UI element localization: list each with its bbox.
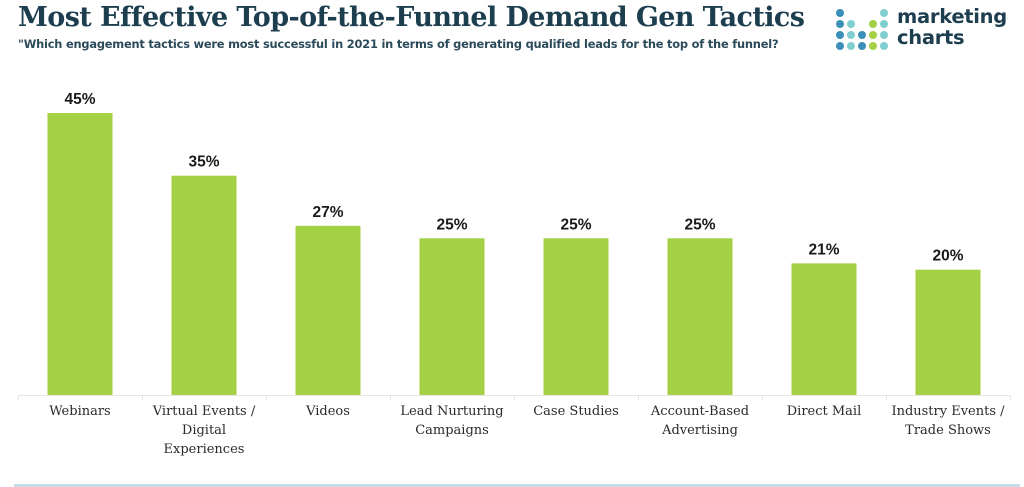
chart-subtitle: "Which engagement tactics were most succ… [18,37,779,51]
x-tick-label: Videos [305,404,350,419]
x-tick-label: Direct Mail [787,404,862,419]
logo-dot [836,42,844,50]
dot-grid-logo-icon [836,9,888,50]
logo-dot [880,20,888,28]
x-tick-label: Industry Events / Trade Shows [891,404,1005,438]
data-label: 45% [64,91,95,108]
logo-dot [836,20,844,28]
logo-dot [858,42,866,50]
chart-title: Most Effective Top-of-the-Funnel Demand … [18,2,805,33]
marketing-charts-logo: marketing charts [835,6,1015,55]
x-tick-label: Lead Nurturing Campaigns [400,404,503,438]
x-tick-label: Virtual Events / Digital Experiences [152,404,256,457]
logo-text-line1: marketing [897,5,1007,28]
logo-dot [847,31,855,39]
bar [171,175,237,395]
logo-dot [836,9,844,17]
logo-dot [880,31,888,39]
footer-divider [14,484,1020,487]
x-tick-label: Webinars [49,404,110,419]
bar [419,238,485,395]
logo-dot [869,42,877,50]
data-label: 25% [560,216,591,233]
logo-dot [858,31,866,39]
logo-text: marketing charts [897,6,1007,48]
data-label: 25% [684,216,715,233]
bar [295,225,361,395]
logo-dot [847,20,855,28]
logo-dot [869,31,877,39]
bar [915,269,981,395]
bar [667,238,733,395]
logo-dot [847,42,855,50]
data-label: 35% [188,154,219,171]
data-label: 20% [932,248,963,265]
x-tick-label: Account-Based Advertising [650,404,749,438]
logo-text-line2: charts [897,26,965,49]
logo-dot [869,20,877,28]
logo-dot [880,9,888,17]
data-label: 21% [808,241,839,258]
logo-dot [880,42,888,50]
bar [47,113,113,395]
data-label: 25% [436,216,467,233]
bar [543,238,609,395]
logo-dot [836,31,844,39]
bar [791,263,857,395]
data-label: 27% [312,204,343,221]
x-tick-label: Case Studies [533,404,619,419]
